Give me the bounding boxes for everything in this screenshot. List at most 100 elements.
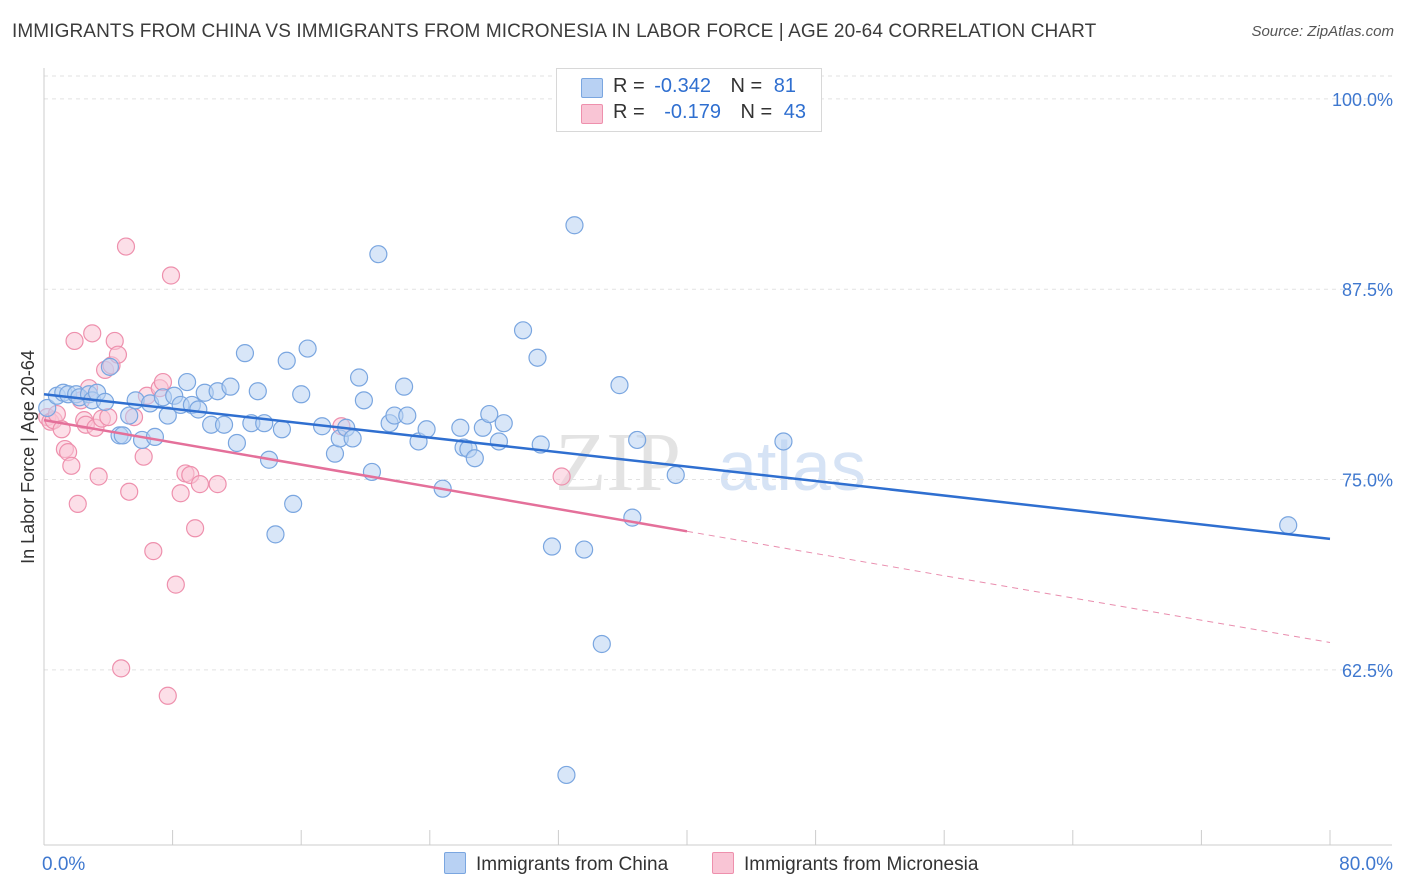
- y-tick-label: 62.5%: [1342, 661, 1393, 681]
- china-point: [528, 348, 547, 367]
- china-r-value: -0.342: [654, 75, 711, 97]
- axes: [43, 68, 1392, 846]
- micronesia-point: [116, 237, 136, 256]
- micronesia-point: [158, 686, 177, 705]
- china-point: [417, 420, 436, 439]
- micronesia-point: [190, 475, 210, 494]
- micronesia-legend-swatch: [712, 852, 734, 874]
- china-swatch: [581, 78, 603, 98]
- china-point: [628, 430, 647, 450]
- r-label: R =: [613, 75, 645, 97]
- china-point: [349, 368, 369, 387]
- china-point: [398, 406, 417, 425]
- china-point: [145, 427, 165, 446]
- china-point: [610, 376, 629, 395]
- china-point: [1279, 516, 1298, 535]
- micronesia-point: [144, 542, 163, 561]
- china-point: [592, 634, 611, 654]
- micronesia-legend-label: Immigrants from Micronesia: [744, 854, 979, 875]
- y-tick-label: 75.0%: [1342, 471, 1393, 491]
- watermark: ZIP atlas: [555, 416, 866, 509]
- watermark-zip: ZIP: [555, 416, 681, 509]
- china-point: [266, 525, 285, 544]
- micronesia-point: [112, 659, 131, 678]
- china-legend-label: Immigrants from China: [476, 854, 669, 875]
- x-tick-label-max: 80.0%: [1339, 854, 1393, 875]
- micronesia-r-value: -0.179: [664, 101, 721, 123]
- china-point: [465, 449, 484, 468]
- china-point: [100, 357, 120, 376]
- micronesia-point: [89, 467, 108, 486]
- china-point: [284, 494, 303, 513]
- grid-lines: [44, 75, 1392, 671]
- n-label: N =: [740, 101, 773, 123]
- micronesia-point: [65, 331, 84, 351]
- china-point: [666, 465, 685, 485]
- china-point: [494, 414, 513, 433]
- micronesia-point: [134, 447, 153, 466]
- micronesia-trend-extension: [686, 530, 1331, 643]
- micronesia-point: [171, 484, 190, 503]
- micronesia-point: [120, 482, 139, 501]
- y-tick-label: 87.5%: [1342, 280, 1393, 300]
- stats-legend: R = -0.342 N = 81 R = -0.179 N = 43: [556, 68, 822, 132]
- legend-item-china: Immigrants from China: [444, 852, 668, 876]
- china-point: [394, 377, 414, 396]
- y-tick-label: 100.0%: [1332, 90, 1393, 110]
- china-legend-swatch: [444, 852, 466, 874]
- china-point: [774, 432, 793, 451]
- china-point: [298, 339, 317, 358]
- china-point: [565, 216, 584, 235]
- china-point: [513, 321, 533, 340]
- y-axis-label: In Labor Force | Age 20-64: [18, 350, 38, 564]
- y-tick-labels: 62.5% 75.0% 87.5% 100.0%: [1332, 90, 1393, 681]
- china-point: [227, 433, 246, 453]
- micronesia-point: [62, 456, 81, 475]
- micronesia-point: [153, 372, 173, 392]
- micronesia-point: [68, 494, 87, 513]
- china-point: [235, 344, 255, 363]
- source-credit: Source: ZipAtlas.com: [1251, 23, 1394, 40]
- china-point: [277, 351, 296, 370]
- china-point: [177, 372, 197, 392]
- micronesia-point: [208, 475, 227, 494]
- china-point: [221, 377, 240, 396]
- micronesia-point: [186, 519, 205, 538]
- china-point: [189, 400, 208, 419]
- china-point: [272, 420, 292, 439]
- china-point: [451, 418, 470, 437]
- x-tick-label-min: 0.0%: [42, 854, 85, 875]
- n-label: N =: [730, 75, 763, 97]
- micronesia-point: [161, 266, 181, 285]
- china-point: [38, 398, 57, 418]
- legend-item-micronesia: Immigrants from Micronesia: [712, 852, 978, 876]
- micronesia-point: [99, 408, 118, 427]
- micronesia-swatch: [581, 104, 603, 124]
- r-label: R =: [613, 101, 645, 123]
- china-point: [575, 540, 594, 559]
- china-point: [542, 537, 562, 556]
- china-point: [354, 391, 373, 410]
- china-point: [120, 406, 139, 425]
- micronesia-n-value: 43: [783, 101, 807, 123]
- micronesia-trend-line: [43, 418, 688, 533]
- micronesia-points: [38, 237, 571, 705]
- china-point: [557, 765, 576, 785]
- china-trend-line: [43, 393, 1331, 541]
- china-point: [343, 429, 362, 448]
- chart-title: IMMIGRANTS FROM CHINA VS IMMIGRANTS FROM…: [12, 21, 1097, 42]
- china-point: [248, 382, 267, 401]
- micronesia-point: [166, 575, 185, 594]
- china-n-value: 81: [773, 75, 797, 97]
- china-point: [369, 245, 388, 264]
- micronesia-point: [552, 467, 571, 486]
- china-point: [214, 415, 234, 434]
- trend-lines: [43, 393, 1331, 643]
- china-points: [38, 216, 1298, 785]
- china-point: [292, 385, 311, 404]
- china-point: [480, 404, 499, 424]
- china-point: [489, 432, 509, 451]
- micronesia-point: [83, 324, 102, 343]
- china-point: [325, 444, 345, 463]
